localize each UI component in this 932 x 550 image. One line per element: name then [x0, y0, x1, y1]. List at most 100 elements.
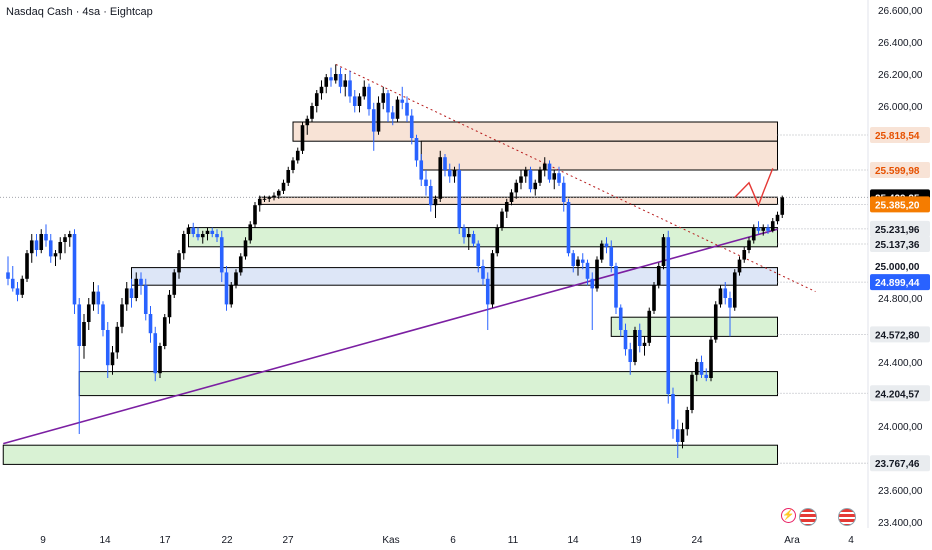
- us-flag-icon[interactable]: [838, 508, 856, 526]
- y-tick-label-4: 24.800,00: [878, 294, 923, 305]
- candle-76: [367, 86, 371, 110]
- zone-resistance-1: [420, 140, 778, 171]
- price-tag-4: 25.231,96: [875, 225, 920, 236]
- x-tick-label-5: Kas: [382, 535, 399, 546]
- candle-129: [618, 307, 623, 330]
- candle-140: [671, 394, 675, 430]
- x-tick-label-12: 4: [848, 535, 854, 546]
- candle-13: [67, 234, 72, 238]
- candle-121: [580, 259, 585, 263]
- y-tick-label-6: 24.000,00: [878, 422, 923, 433]
- candle-153: [732, 272, 737, 308]
- candle-8: [44, 234, 48, 241]
- projection-path: [734, 168, 774, 208]
- candle-142: [680, 429, 685, 442]
- us-flag-icon[interactable]: [799, 508, 817, 526]
- candle-95: [457, 170, 462, 228]
- candle-57: [276, 190, 281, 196]
- candle-63: [305, 118, 310, 126]
- candle-144: [690, 374, 694, 410]
- candle-90: [433, 198, 438, 206]
- price-tag-bg-9: [870, 385, 930, 402]
- candle-137: [656, 266, 661, 286]
- candle-60: [291, 160, 295, 170]
- candle-62: [300, 125, 305, 151]
- candle-102: [490, 253, 495, 305]
- candle-74: [357, 96, 362, 106]
- price-tag-8: 24.572,80: [875, 330, 920, 341]
- candle-7: [39, 234, 44, 250]
- candle-65: [314, 93, 319, 106]
- candle-87: [419, 160, 424, 180]
- candle-50: [243, 240, 248, 257]
- candle-154: [737, 259, 742, 273]
- candle-94: [452, 170, 457, 177]
- candle-43: [210, 230, 215, 234]
- zone-support-7: [2, 444, 778, 465]
- candle-55: [267, 197, 272, 199]
- candle-22: [110, 352, 115, 366]
- candle-52: [253, 205, 257, 225]
- candle-16: [82, 322, 86, 346]
- candle-1: [10, 278, 15, 289]
- price-tag-bg-4: [870, 220, 930, 237]
- candle-139: [666, 237, 671, 394]
- candle-79: [381, 93, 386, 103]
- candle-37: [181, 234, 186, 254]
- price-tag-6: 25.000,00: [875, 262, 920, 273]
- price-tag-9: 24.204,57: [875, 389, 920, 400]
- candle-124: [595, 259, 599, 289]
- candle-116: [557, 173, 561, 183]
- price-tag-7: 24.899,44: [875, 278, 920, 289]
- candle-136: [652, 285, 656, 311]
- price-tag-bg-10: [870, 455, 930, 472]
- x-tick-label-9: 19: [630, 535, 642, 546]
- candle-96: [462, 227, 466, 238]
- candle-106: [509, 192, 514, 202]
- candle-105: [504, 202, 509, 212]
- candle-155: [742, 250, 747, 260]
- candle-46: [224, 272, 229, 305]
- candle-28: [139, 278, 143, 286]
- y-tick-label-5: 24.400,00: [878, 358, 923, 369]
- candle-32: [158, 346, 162, 374]
- candle-127: [609, 246, 614, 266]
- x-tick-label-11: Ara: [784, 535, 800, 546]
- candle-147: [704, 374, 709, 378]
- candle-73: [352, 96, 357, 106]
- candle-109: [523, 170, 528, 177]
- candle-148: [709, 339, 713, 378]
- candle-48: [234, 272, 238, 286]
- candle-158: [756, 227, 761, 231]
- candle-162: [775, 214, 780, 222]
- candle-117: [561, 182, 566, 202]
- zone-resistance-0: [292, 121, 778, 142]
- candle-132: [633, 330, 637, 362]
- candle-58: [281, 182, 286, 191]
- candle-51: [248, 224, 253, 241]
- candle-20: [101, 304, 105, 330]
- candle-56: [272, 195, 276, 198]
- candle-44: [215, 234, 219, 238]
- candle-30: [148, 314, 153, 334]
- candle-6: [34, 240, 39, 250]
- candle-4: [25, 253, 29, 279]
- candle-25: [124, 288, 129, 305]
- candle-157: [751, 227, 756, 241]
- candle-15: [77, 304, 82, 346]
- candle-78: [376, 102, 381, 132]
- candle-71: [343, 80, 348, 87]
- candle-84: [405, 102, 409, 116]
- candle-114: [547, 163, 552, 180]
- candle-53: [257, 198, 262, 206]
- candle-133: [637, 330, 642, 346]
- lightning-icon[interactable]: ⚡: [781, 508, 796, 523]
- candle-3: [20, 278, 25, 295]
- candle-33: [162, 317, 167, 346]
- candle-85: [409, 115, 414, 138]
- x-tick-label-6: 6: [450, 535, 456, 546]
- candle-89: [428, 186, 433, 206]
- candle-135: [647, 310, 652, 343]
- price-tag-bg-8: [870, 326, 930, 343]
